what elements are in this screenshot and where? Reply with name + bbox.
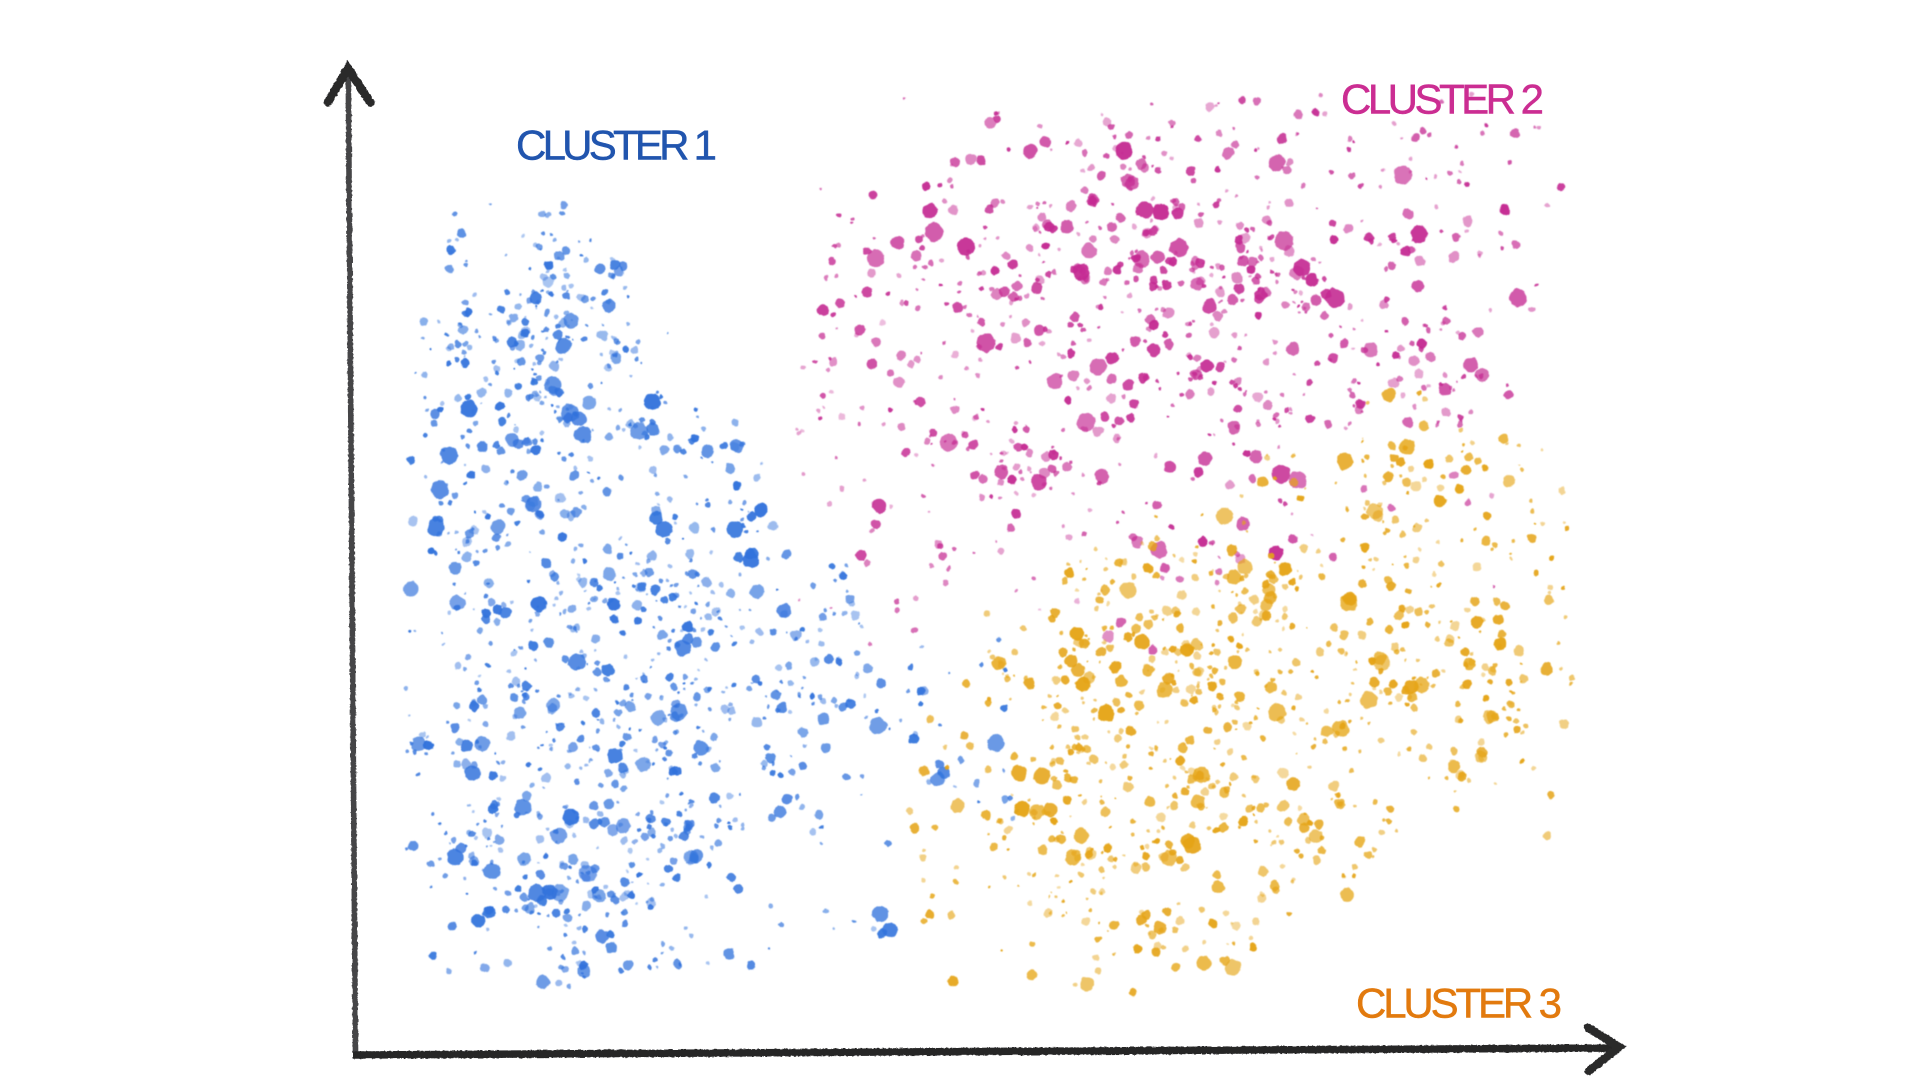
svg-text:CLUSTER 2: CLUSTER 2 (1341, 76, 1544, 123)
svg-text:CLUSTER 3: CLUSTER 3 (1356, 980, 1562, 1027)
svg-text:CLUSTER 1: CLUSTER 1 (516, 122, 717, 169)
